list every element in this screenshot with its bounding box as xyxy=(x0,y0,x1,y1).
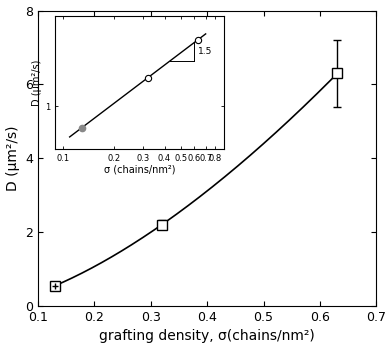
Y-axis label: D (μm²/s): D (μm²/s) xyxy=(5,126,20,191)
X-axis label: grafting density, σ(chains/nm²): grafting density, σ(chains/nm²) xyxy=(99,329,315,343)
